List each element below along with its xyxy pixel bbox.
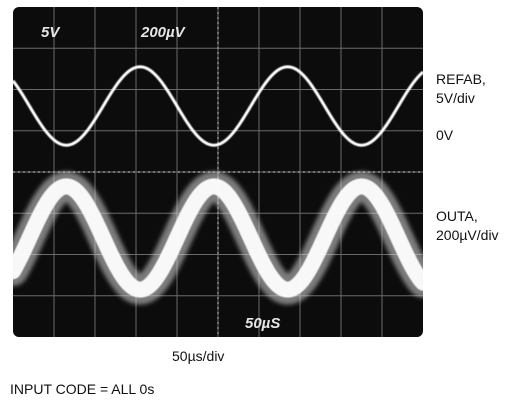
time-per-division-label: 50µs/div <box>172 348 225 364</box>
oscilloscope-plot: 5V 200µV 50µS <box>0 7 438 337</box>
input-code-note: INPUT CODE = ALL 0s <box>10 381 155 397</box>
zero-volt-label: 0V <box>436 127 454 143</box>
trace-outa-core <box>5 178 431 298</box>
outa-channel-label: OUTA, 200µV/div <box>436 208 499 243</box>
refab-channel-label: REFAB, 5V/div <box>436 71 486 106</box>
channel1-scale-readout: 5V <box>41 24 61 41</box>
timebase-readout: 50µS <box>245 315 280 332</box>
trace-refab <box>11 65 424 147</box>
trace-outa <box>0 171 438 305</box>
channel2-scale-readout: 200µV <box>140 24 187 41</box>
trace-layer <box>0 65 438 305</box>
oscilloscope-screen: 5V 200µV 50µS <box>0 7 438 337</box>
trace-refab-line <box>11 65 424 147</box>
